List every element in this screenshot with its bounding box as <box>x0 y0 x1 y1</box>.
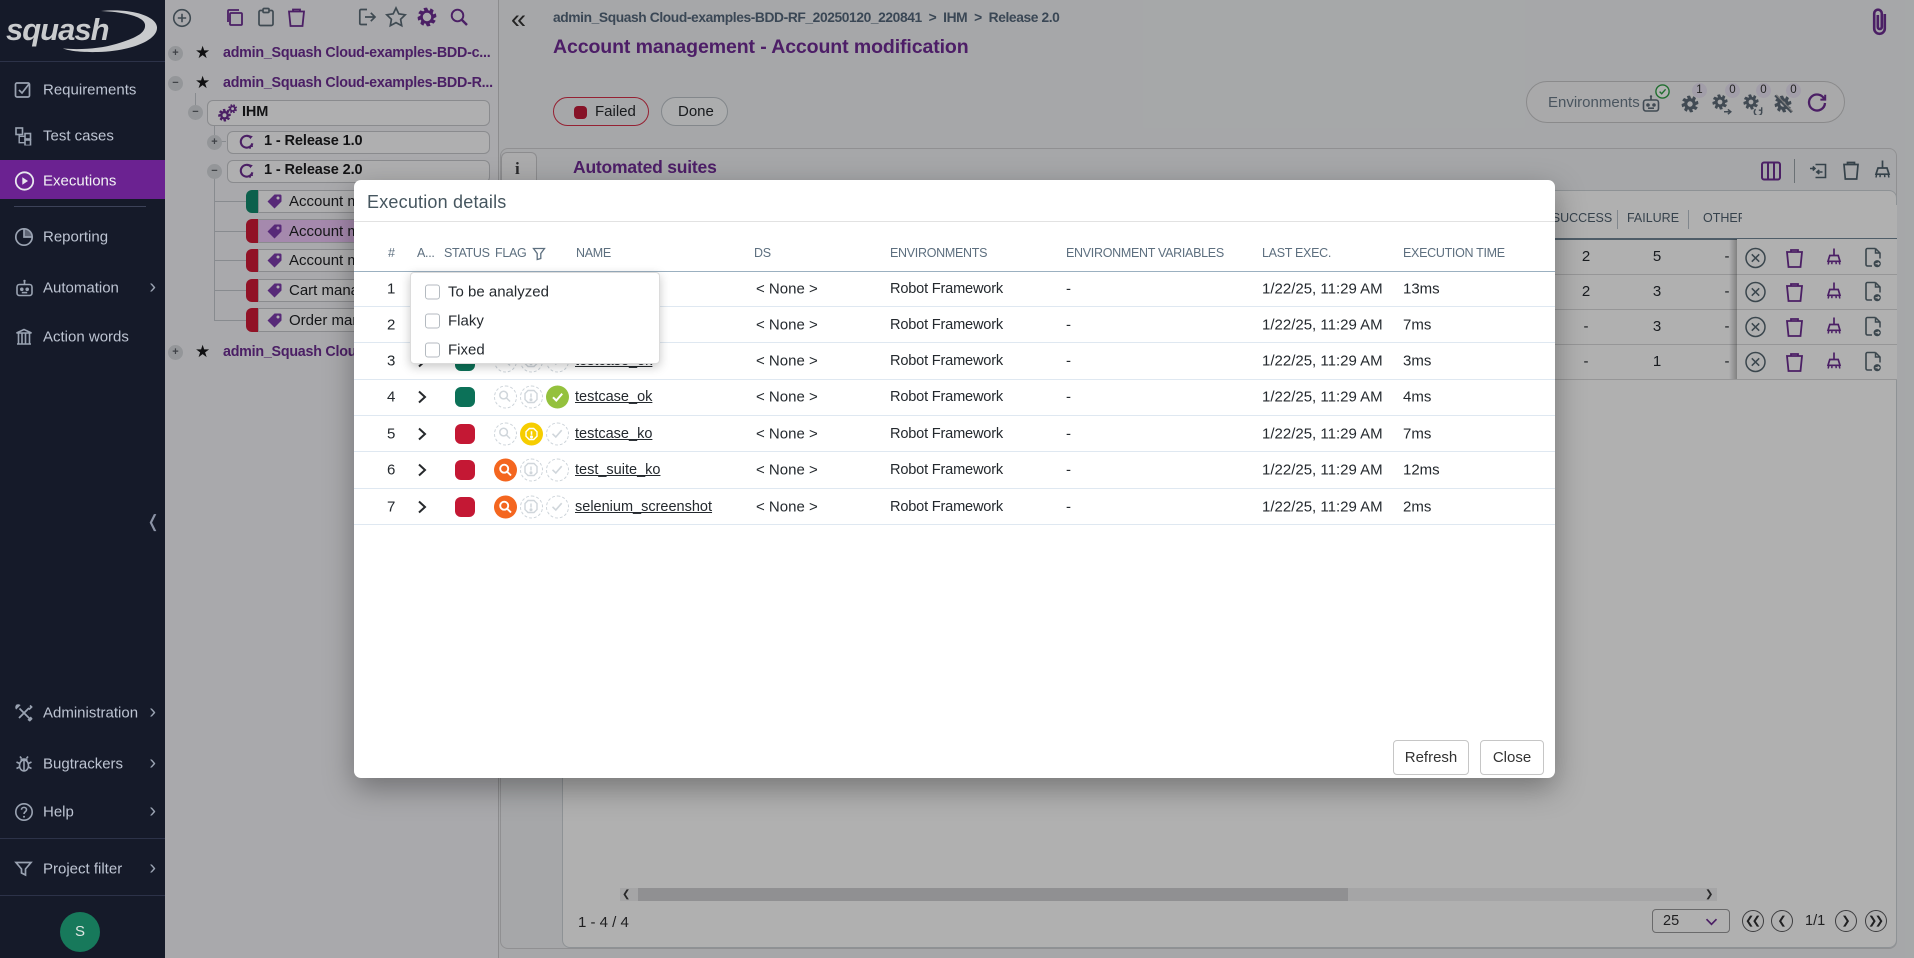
svg-text:squash: squash <box>6 12 109 47</box>
